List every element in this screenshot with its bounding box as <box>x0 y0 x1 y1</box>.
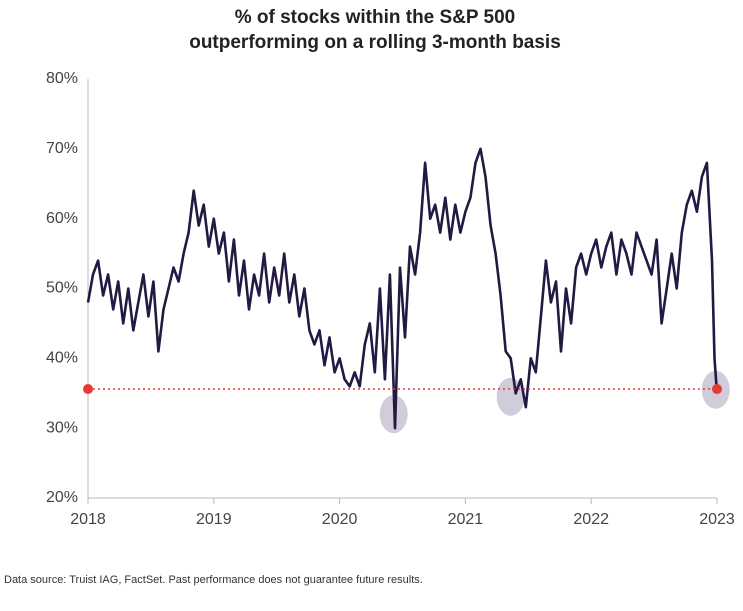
x-tick-label: 2018 <box>70 511 106 528</box>
y-tick-label: 60% <box>46 210 78 227</box>
reference-dot <box>712 384 722 395</box>
series-line <box>86 147 719 430</box>
chart-title: outperforming on a rolling 3-month basis <box>189 32 561 53</box>
x-tick-label: 2019 <box>196 511 232 528</box>
x-tick-label: 2022 <box>573 511 609 528</box>
x-tick-label: 2021 <box>448 511 484 528</box>
x-tick-label: 2023 <box>699 511 735 528</box>
y-tick-label: 50% <box>46 280 78 297</box>
y-tick-label: 30% <box>46 419 78 436</box>
reference-dot <box>83 384 93 395</box>
y-tick-label: 80% <box>46 70 78 87</box>
chart-title: % of stocks within the S&P 500 <box>235 7 516 28</box>
y-tick-label: 20% <box>46 489 78 506</box>
x-tick-label: 2020 <box>322 511 358 528</box>
source-note: Data source: Truist IAG, FactSet. Past p… <box>4 574 423 586</box>
y-tick-label: 40% <box>46 350 78 367</box>
y-tick-label: 70% <box>46 140 78 157</box>
